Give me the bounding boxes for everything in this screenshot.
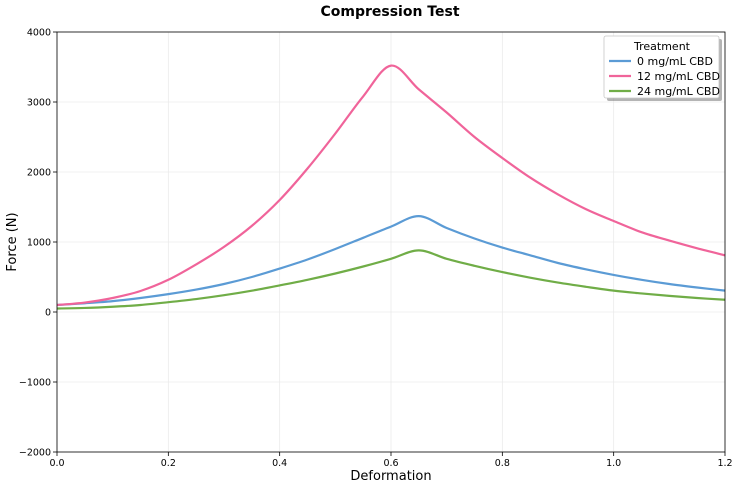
y-tick-label: 3000	[27, 98, 51, 109]
y-tick-label: −2000	[19, 448, 51, 459]
y-tick-label: 0	[45, 308, 51, 319]
y-axis-label: Force (N)	[5, 212, 20, 271]
x-tick-label: 0.4	[272, 458, 287, 469]
x-tick-label: 0.6	[383, 458, 398, 469]
legend-title: Treatment	[633, 40, 691, 53]
series-line-12-mg-ml-cbd	[56, 64, 726, 307]
legend-label-24-mg-ml-cbd: 24 mg/mL CBD	[637, 85, 720, 98]
legend: Treatment 0 mg/mL CBD 12 mg/mL CBD 24 mg/m…	[603, 35, 722, 101]
x-tick-label: 0.8	[495, 458, 510, 469]
x-tick-label: 1.0	[606, 458, 621, 469]
y-tick-label: 2000	[27, 168, 51, 179]
series-line-0-mg-ml-cbd	[56, 214, 726, 307]
x-tick-label: 0.0	[49, 458, 64, 469]
x-axis: 0.0 0.2 0.4 0.6 0.8 1.0 1.2	[49, 452, 733, 469]
chart-title: Compression Test	[320, 4, 459, 20]
y-tick-label: −1000	[19, 378, 51, 389]
series-line-24-mg-ml-cbd	[56, 249, 726, 310]
legend-label-0-mg-ml-cbd: 0 mg/mL CBD	[637, 55, 713, 68]
x-axis-label: Deformation	[350, 469, 431, 484]
legend-items: 0 mg/mL CBD 12 mg/mL CBD 24 mg/mL CBD	[609, 55, 720, 98]
y-tick-label: 4000	[27, 28, 51, 39]
x-tick-label: 1.2	[717, 458, 732, 469]
y-tick-label: 1000	[27, 238, 51, 249]
series-layer	[56, 64, 726, 310]
legend-box	[603, 35, 720, 99]
x-tick-label: 0.2	[161, 458, 176, 469]
legend-label-12-mg-ml-cbd: 12 mg/mL CBD	[637, 70, 720, 83]
y-axis: −2000 −1000 0 1000 2000 3000 4000	[19, 28, 57, 459]
